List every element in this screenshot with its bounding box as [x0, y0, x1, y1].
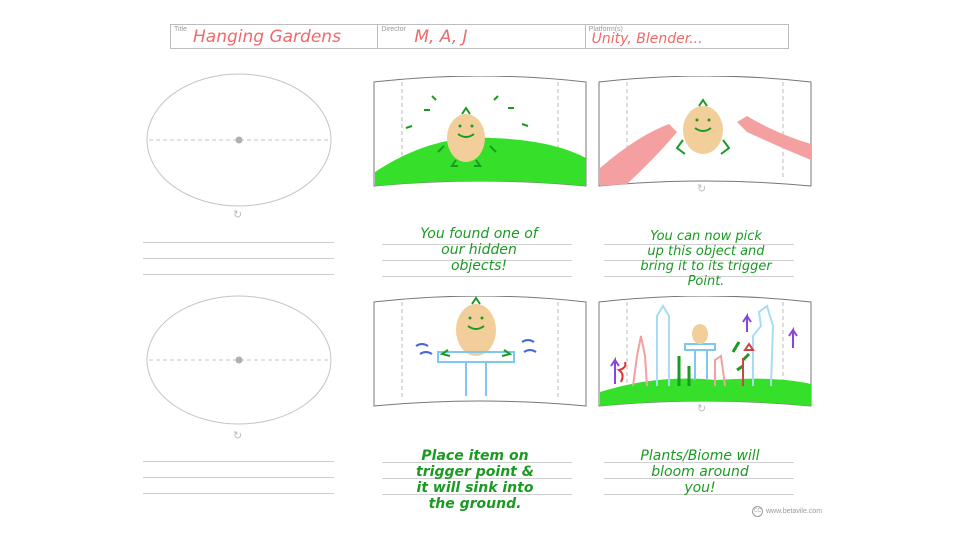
storyboard-panel-4: [598, 296, 812, 407]
title-cell: Title Hanging Gardens: [171, 25, 379, 48]
storyboard-panel-2: [598, 76, 812, 187]
platform-label: Platform(s): [588, 26, 623, 33]
rule-line: [143, 461, 334, 462]
panel-note-4: Plants/Biome will bloom around you!: [640, 448, 760, 496]
panel-note-3: Place item on trigger point & it will si…: [416, 448, 534, 512]
rule-line: [382, 478, 572, 479]
rule-line: [382, 244, 572, 245]
rule-line: [604, 244, 794, 245]
rule-line: [382, 276, 572, 277]
rule-line: [382, 494, 572, 495]
rule-line: [143, 258, 334, 259]
rule-line: [604, 260, 794, 261]
director-label: Director: [381, 26, 406, 33]
header-bar: Title Hanging Gardens Director M, A, J P…: [170, 24, 789, 49]
credit-text: www.betavile.com: [766, 508, 823, 515]
director-cell: Director M, A, J: [378, 25, 586, 48]
rule-line: [604, 478, 794, 479]
rule-line: [382, 260, 572, 261]
title-value: Hanging Gardens: [193, 27, 341, 47]
platform-cell: Platform(s) Unity, Blender...: [586, 25, 788, 48]
title-label: Title: [174, 26, 187, 33]
ellipse-view-2: [146, 295, 332, 425]
rotate-icon: ↻: [233, 209, 243, 221]
rule-line: [382, 462, 572, 463]
panel-note-2: You can now pick up this object and brin…: [640, 229, 772, 289]
rotate-icon: ↻: [697, 183, 707, 195]
rotate-icon: ↻: [697, 403, 707, 415]
director-value: M, A, J: [414, 27, 468, 47]
rotate-icon: ↻: [233, 430, 243, 442]
rule-line: [604, 462, 794, 463]
panel-note-1: You found one of our hidden objects!: [420, 226, 538, 274]
rule-line: [143, 493, 334, 494]
creative-commons-icon: CC: [752, 506, 763, 517]
rule-line: [604, 276, 794, 277]
rule-line: [143, 477, 334, 478]
storyboard-panel-1: [373, 76, 587, 187]
storyboard-panel-3: [373, 296, 587, 407]
ellipse-view-1: [146, 73, 332, 207]
rule-line: [143, 242, 334, 243]
rule-line: [604, 494, 794, 495]
footer-credit: CC www.betavile.com: [752, 506, 822, 517]
rule-line: [143, 274, 334, 275]
platform-value: Unity, Blender...: [591, 31, 703, 47]
